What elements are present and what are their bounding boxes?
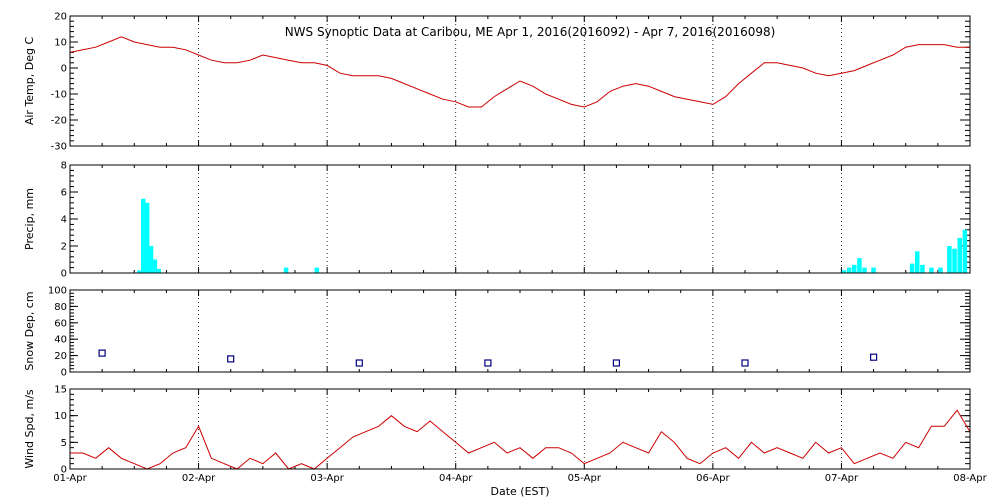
y-tick-label: 100 [48, 286, 67, 297]
x-tick-label: 07-Apr [825, 473, 859, 484]
snow-depth-point [869, 353, 878, 361]
y-tick-label: 0 [61, 465, 67, 476]
y-tick-label: -20 [51, 116, 67, 127]
snow-depth-point [98, 349, 106, 357]
temp-series-line [69, 36, 970, 108]
y-tick-label: 60 [54, 318, 67, 329]
precip-bar [947, 246, 952, 273]
wind-frame [69, 388, 971, 470]
chart-title: NWS Synoptic Data at Caribou, ME Apr 1, … [285, 25, 776, 39]
precip-bar [862, 267, 867, 273]
precip-bar [938, 267, 943, 273]
precip-bar [846, 267, 852, 273]
y-tick-label: 2 [61, 242, 67, 253]
precip-bar [314, 267, 320, 273]
y-tick-label: 0 [61, 269, 67, 280]
y-tick-label: 20 [54, 12, 67, 23]
panels-group: 01-Apr 02-Apr 03-Apr 04-Apr 05-Apr 06-Apr 07-A… [23, 12, 988, 485]
y-tick-label: -30 [51, 142, 67, 153]
precip-bar [909, 263, 915, 273]
x-tick-label: 02-Apr [182, 473, 216, 484]
snow-frame [69, 289, 971, 373]
y-tick-label: 80 [54, 302, 67, 313]
y-tick-label: 4 [61, 215, 67, 226]
precip-bar [137, 270, 142, 273]
precip-bar [283, 267, 289, 273]
y-tick-label: 40 [54, 335, 67, 346]
x-tick-label: 08-Apr [953, 473, 987, 484]
precip-bar [929, 267, 934, 273]
precip-bar [857, 258, 862, 273]
wind-y-axis-label: Wind Spd, m/s [23, 389, 36, 469]
y-tick-label: -10 [51, 90, 67, 101]
snow-depth-point [227, 355, 235, 363]
snow-depth-point [612, 359, 621, 367]
temp-y-axis-label: Air Temp, Deg C [23, 37, 36, 126]
precip-bar [957, 237, 962, 273]
snow-panel: 0 20 40 60 80 100 Snow Dep, cm [23, 286, 971, 379]
precip-bar [144, 202, 150, 273]
x-axis-label: Date (EST) [490, 485, 549, 498]
precip-bar [852, 264, 857, 273]
x-tick-label: 01-Apr [53, 473, 87, 484]
y-tick-label: 0 [61, 368, 67, 379]
precip-y-axis-label: Precip, mm [23, 188, 36, 250]
x-tick-label: 04-Apr [439, 473, 473, 484]
precip-bar [141, 198, 146, 274]
snow-depth-point [741, 359, 749, 367]
temp-frame [69, 15, 971, 147]
precip-panel: 0 2 4 6 8 Precip, mm [23, 161, 971, 280]
wind-panel: 0 5 10 15 Wind Spd, m/s [23, 385, 971, 476]
snow-depth-point [355, 359, 363, 367]
y-tick-label: 6 [61, 188, 67, 199]
x-tick-label: 06-Apr [696, 473, 730, 484]
precip-bar [841, 270, 847, 273]
y-tick-label: 10 [54, 38, 67, 49]
temp-panel: -30 -20 -10 0 10 20 Air Temp, Deg C [23, 12, 971, 153]
precip-bar [871, 267, 876, 273]
precip-bar [148, 246, 154, 273]
precip-bar [152, 259, 158, 273]
precip-bar [962, 229, 968, 273]
snow-y-axis-label: Snow Dep, cm [23, 291, 36, 370]
precip-frame [69, 164, 971, 274]
snow-depth-point [484, 359, 492, 367]
y-tick-label: 10 [54, 411, 67, 422]
y-tick-label: 15 [54, 385, 67, 396]
wind-series-line [70, 409, 971, 470]
y-tick-label: 20 [54, 351, 67, 362]
precip-bar [920, 264, 925, 273]
precip-bar [156, 268, 161, 273]
y-tick-label: 8 [61, 161, 67, 172]
y-tick-label: 5 [61, 438, 67, 449]
x-tick-label: 03-Apr [310, 473, 344, 484]
y-tick-label: 0 [61, 64, 67, 75]
precip-bar [915, 251, 920, 273]
x-tick-label: 05-Apr [568, 473, 602, 484]
precip-bar [952, 248, 957, 273]
